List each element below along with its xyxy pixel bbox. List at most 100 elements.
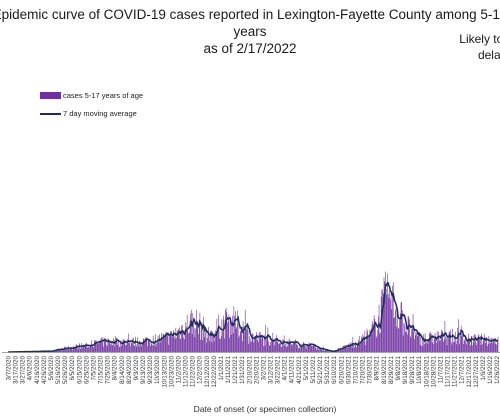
case-bar	[328, 351, 330, 352]
case-bar	[394, 317, 395, 352]
case-bar	[307, 344, 308, 352]
case-bar	[262, 336, 264, 352]
case-bar	[125, 344, 127, 352]
case-bar	[444, 320, 446, 352]
x-tick-label: 2/20/2021	[253, 356, 260, 385]
x-tick-label: 8/29/2021	[388, 356, 395, 385]
case-bar	[432, 337, 434, 352]
case-bar	[233, 306, 235, 352]
case-bar	[485, 337, 487, 352]
case-bar	[491, 338, 492, 352]
case-bar	[159, 334, 160, 352]
case-bar	[58, 348, 60, 352]
legend-swatch-cases	[40, 92, 61, 99]
case-bar	[407, 334, 408, 352]
case-bar	[395, 310, 396, 352]
case-bar	[55, 351, 57, 352]
case-bar	[448, 331, 450, 352]
case-bar	[399, 313, 401, 352]
case-bar	[364, 330, 366, 352]
x-tick-label: 1/31/2021	[239, 356, 246, 385]
case-bar	[398, 327, 400, 352]
case-bar	[463, 344, 464, 352]
case-bar	[77, 345, 78, 352]
case-bar	[487, 345, 488, 352]
case-bar	[442, 330, 444, 352]
case-bar	[130, 342, 132, 352]
x-tick-label: 4/26/2020	[41, 356, 48, 385]
case-bar	[390, 299, 391, 352]
case-bar	[419, 334, 420, 352]
case-bar	[404, 332, 406, 352]
case-bar	[138, 346, 140, 352]
case-bar	[283, 335, 285, 352]
case-bar	[172, 337, 174, 352]
case-bar	[355, 341, 356, 352]
case-bar	[145, 338, 147, 352]
case-bar	[264, 335, 265, 352]
case-bar	[100, 338, 102, 352]
case-bar	[116, 338, 117, 352]
case-bar	[239, 335, 240, 352]
case-bar	[293, 340, 295, 352]
case-bar	[242, 321, 244, 352]
case-bar	[257, 334, 259, 352]
case-bar	[312, 345, 314, 352]
case-bar	[351, 342, 352, 352]
case-bar	[383, 277, 385, 352]
case-bar	[267, 327, 269, 352]
case-bar	[391, 309, 393, 352]
x-tick-label: 1/6/2022	[480, 356, 487, 381]
case-bar	[232, 333, 234, 352]
case-bar	[370, 330, 371, 352]
case-bar	[412, 313, 414, 352]
case-bar	[323, 350, 325, 352]
case-bar	[78, 345, 80, 352]
case-bar	[94, 341, 96, 352]
case-bar	[345, 345, 347, 352]
case-bar	[363, 341, 365, 352]
case-bar	[368, 336, 370, 352]
case-bar	[190, 313, 191, 352]
case-bar	[313, 345, 315, 352]
case-bar	[359, 344, 361, 352]
case-bar	[208, 333, 210, 352]
legend-label-moving-average: 7 day moving average	[63, 109, 137, 118]
case-bar	[385, 288, 387, 352]
case-bar	[105, 338, 107, 352]
case-bar	[392, 282, 394, 352]
case-bar	[152, 335, 154, 352]
case-bar	[205, 330, 206, 352]
case-bar	[453, 342, 454, 352]
case-bar	[145, 337, 146, 352]
case-bar	[266, 337, 267, 352]
x-tick-label: 3/27/2020	[20, 356, 27, 385]
case-bar	[75, 345, 77, 352]
case-bar	[475, 334, 476, 352]
case-bar	[400, 302, 402, 352]
x-tick-label: 6/30/2021	[345, 356, 352, 385]
case-bar	[467, 342, 468, 352]
x-tick-label: 4/6/2020	[27, 356, 34, 381]
x-tick-label: 12/7/2021	[459, 356, 466, 385]
case-bar	[486, 337, 487, 352]
case-bar	[130, 346, 131, 352]
case-bar	[436, 342, 437, 352]
x-tick-label: 5/21/2021	[317, 356, 324, 385]
case-bar	[220, 336, 222, 352]
case-bar	[96, 342, 98, 352]
case-bar	[106, 344, 107, 352]
case-bar	[369, 329, 371, 352]
case-bar	[210, 331, 211, 352]
case-bar	[477, 337, 478, 352]
case-bar	[205, 342, 207, 352]
case-bar	[219, 338, 221, 352]
case-bar	[471, 336, 473, 352]
case-bar	[63, 349, 65, 352]
x-tick-label: 4/1/2021	[282, 356, 289, 381]
case-bar	[243, 326, 245, 352]
case-bar	[426, 341, 427, 352]
case-bar	[349, 346, 350, 352]
case-bar	[327, 349, 328, 352]
case-bar	[458, 331, 460, 352]
